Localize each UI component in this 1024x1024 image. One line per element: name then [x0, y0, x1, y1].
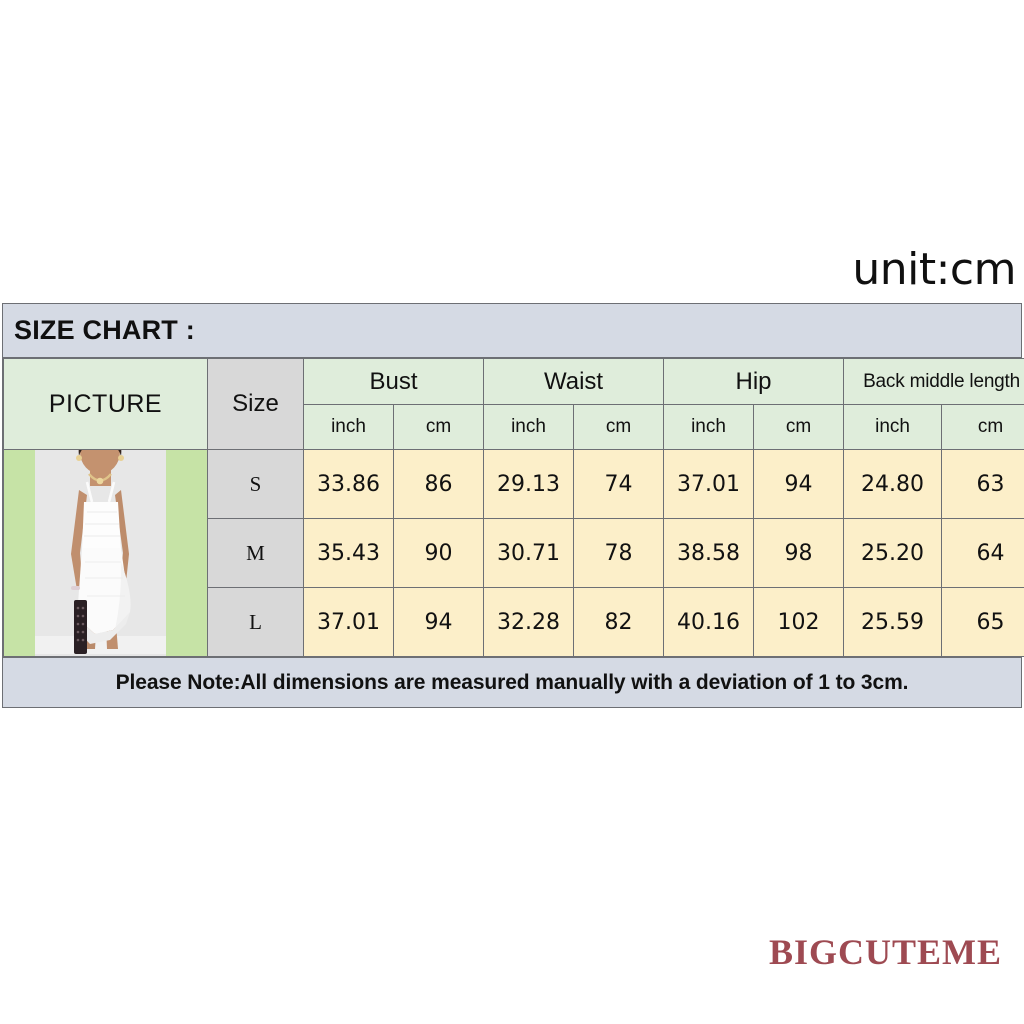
unit-header-bust-cm: cm	[393, 404, 484, 450]
unit-header-waist-inch: inch	[483, 404, 574, 450]
cell-hip-cm: 94	[753, 449, 845, 519]
cell-bml-inch: 25.59	[843, 587, 943, 657]
cell-waist-cm: 78	[572, 518, 665, 588]
cell-bml-cm: 63	[941, 449, 1024, 519]
cell-hip-inch: 40.16	[663, 587, 755, 657]
cell-waist-inch: 29.13	[483, 449, 574, 519]
cell-hip-cm: 102	[753, 587, 845, 657]
unit-header-bml-cm: cm	[941, 404, 1024, 450]
cell-bml-cm: 64	[941, 518, 1024, 588]
unit-header-bml-inch: inch	[843, 404, 943, 450]
column-header-picture: PICTURE	[3, 358, 208, 450]
unit-header-waist-cm: cm	[572, 404, 665, 450]
cell-hip-inch: 37.01	[663, 449, 755, 519]
measurements-table: PICTURE Size Bust Waist Hip Back middle …	[3, 358, 1024, 657]
size-chart-title-band: SIZE CHART :	[3, 304, 1021, 358]
cell-hip-inch: 38.58	[663, 518, 755, 588]
model-in-white-dress-illustration	[35, 450, 166, 654]
measurement-note: Please Note:All dimensions are measured …	[115, 670, 909, 694]
table-row: S 33.86 86 29.13 74 37.01 94 24.80 63	[3, 449, 1024, 657]
column-group-hip: Hip	[663, 358, 845, 405]
cell-bml-inch: 24.80	[843, 449, 943, 519]
size-chart-table: SIZE CHART : PICTURE Size Bust Waist Hip…	[2, 303, 1024, 708]
row-size-label: S	[207, 449, 304, 519]
measurement-note-band: Please Note:All dimensions are measured …	[3, 657, 1021, 707]
unit-header-hip-inch: inch	[663, 404, 755, 450]
row-size-label: M	[207, 518, 304, 588]
table-row: M 35.43 90 30.71 78 38.58 98 25.20 64	[4, 518, 1024, 588]
column-group-waist: Waist	[482, 358, 665, 405]
cell-bust-inch: 35.43	[303, 518, 394, 588]
table-header-unit-row: inch cm inch cm inch cm inch cm	[4, 404, 1024, 450]
column-group-back-middle-length: Back middle length	[843, 358, 1024, 405]
column-group-bust: Bust	[303, 358, 484, 405]
unit-label: unit:cm	[852, 244, 1016, 295]
cell-bust-cm: 94	[393, 587, 484, 657]
cell-bml-cm: 65	[941, 587, 1024, 657]
row-size-label: L	[207, 587, 304, 657]
cell-bust-inch: 37.01	[303, 587, 394, 657]
cell-bust-cm: 90	[393, 518, 484, 588]
cell-waist-inch: 32.28	[483, 587, 574, 657]
size-chart-title: SIZE CHART :	[14, 315, 195, 345]
unit-header-hip-cm: cm	[753, 404, 845, 450]
unit-header-bust-inch: inch	[303, 404, 394, 450]
cell-bust-inch: 33.86	[303, 449, 394, 519]
cell-hip-cm: 98	[753, 518, 845, 588]
product-photo-cell	[3, 449, 208, 657]
cell-waist-cm: 82	[572, 587, 665, 657]
product-photo	[35, 450, 166, 656]
column-header-size: Size	[207, 358, 304, 450]
cell-bml-inch: 25.20	[843, 518, 943, 588]
cell-waist-inch: 30.71	[483, 518, 574, 588]
brand-logo: BIGCUTEME	[768, 932, 1002, 972]
table-header-group-row: PICTURE Size Bust Waist Hip Back middle …	[3, 358, 1024, 450]
cell-bust-cm: 86	[393, 449, 484, 519]
cell-waist-cm: 74	[572, 449, 665, 519]
table-row: L 37.01 94 32.28 82 40.16 102 25.59 65	[4, 587, 1024, 657]
